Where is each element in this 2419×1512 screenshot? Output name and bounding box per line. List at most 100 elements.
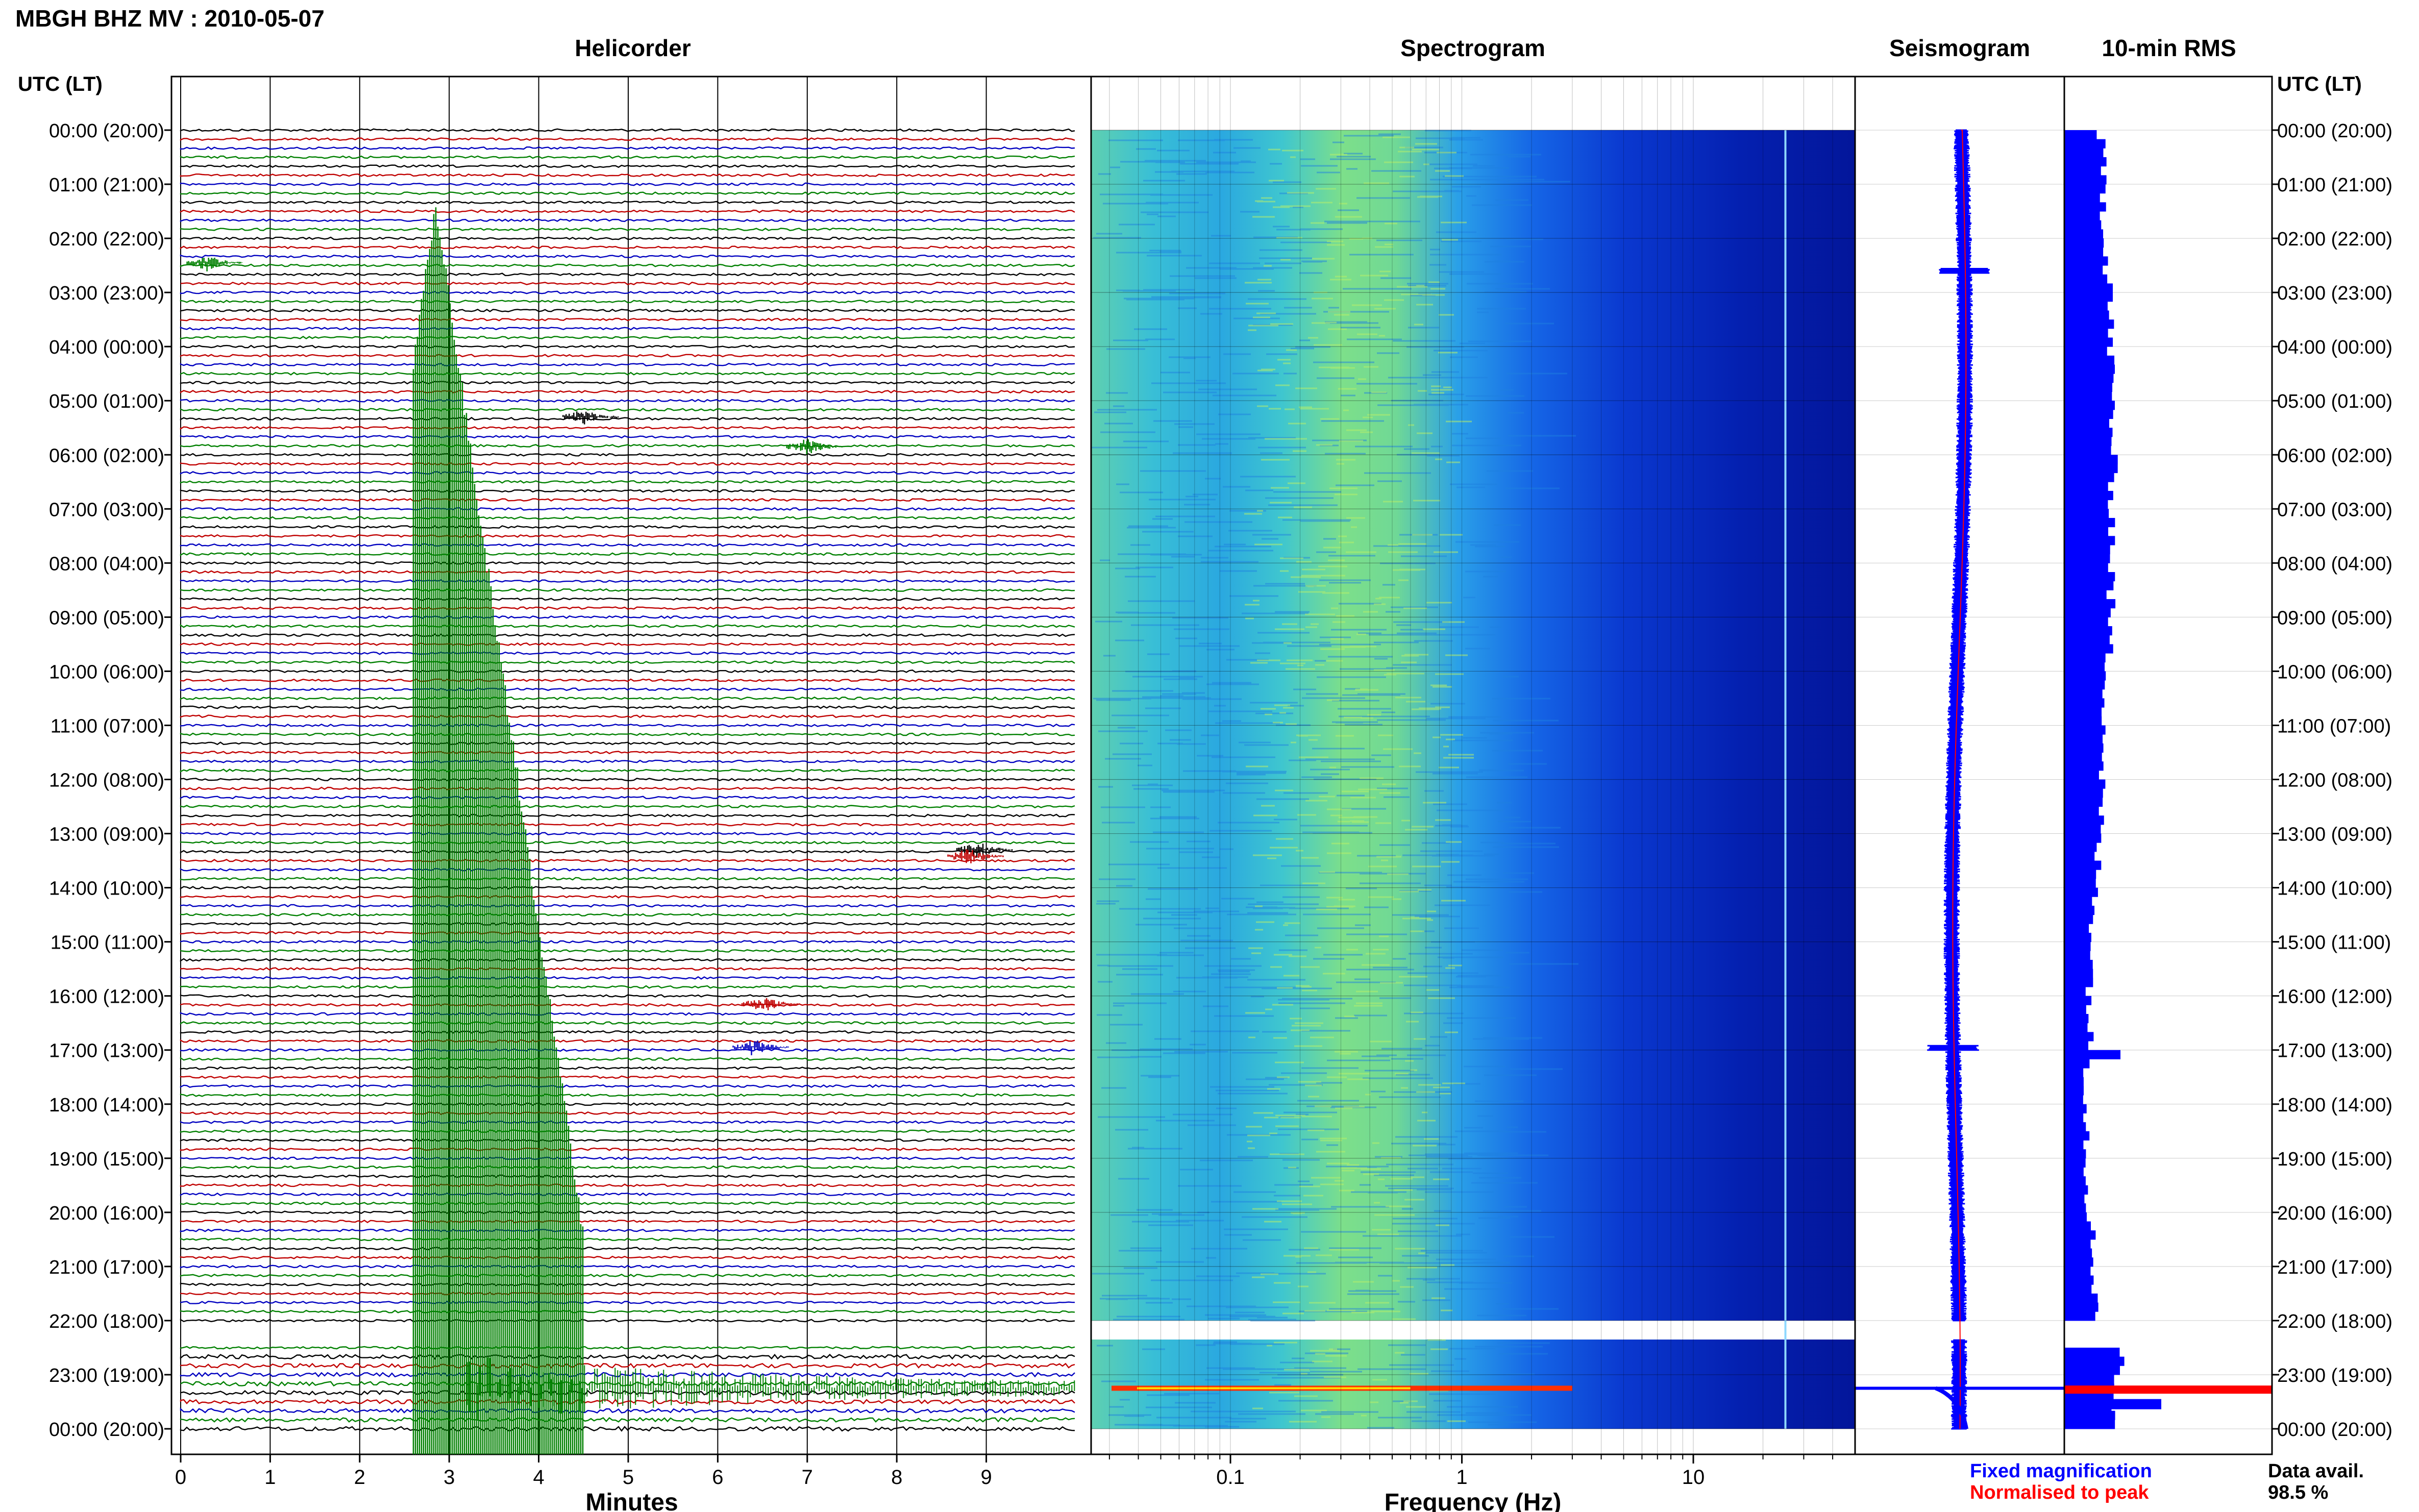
rms-bar — [2064, 283, 2113, 293]
helicorder-trace — [180, 191, 1075, 195]
helicorder-tick-label: 1 — [264, 1466, 276, 1489]
rms-bar — [2064, 1266, 2091, 1276]
rms-bar — [2064, 490, 2113, 501]
rms-bar — [2064, 806, 2099, 816]
helicorder-tick-label: 2 — [354, 1466, 365, 1489]
rms-bar — [2064, 1014, 2089, 1024]
helicorder-trace — [180, 913, 1075, 917]
helicorder-trace — [180, 300, 1075, 304]
helicorder-trace — [180, 696, 1075, 701]
rms-bar — [2064, 788, 2103, 798]
rms-bar — [2064, 265, 2103, 275]
rms-bar — [2064, 617, 2108, 627]
time-label-right: 06:00 (02:00) — [2277, 445, 2392, 466]
rms-bar — [2064, 337, 2113, 347]
seismogram-title: Seismogram — [1889, 35, 2030, 61]
helicorder-trace — [180, 1084, 1075, 1088]
time-label-right: 17:00 (13:00) — [2277, 1040, 2392, 1062]
rms-bar — [2064, 238, 2104, 248]
time-label-right: 02:00 (22:00) — [2277, 229, 2392, 250]
helicorder-trace — [180, 1220, 1075, 1224]
rms-bar — [2064, 1005, 2086, 1014]
rms-bar — [2064, 626, 2112, 636]
time-label-right: 03:00 (23:00) — [2277, 283, 2392, 304]
helicorder-trace — [180, 344, 1075, 349]
helicorder-trace — [180, 705, 1075, 709]
helicorder-trace — [180, 471, 1075, 475]
rms-bar — [2064, 536, 2115, 546]
rms-bar — [2064, 905, 2095, 915]
helicorder-trace — [180, 940, 1075, 944]
time-label-left: 07:00 (03:00) — [49, 499, 164, 520]
helicorder-trace — [180, 895, 1075, 899]
rms-bar — [2064, 202, 2106, 212]
spectrogram-event-core — [1137, 1387, 1411, 1390]
helicorder-trace — [180, 1282, 1075, 1286]
helicorder-trace — [180, 371, 1075, 376]
helicorder-trace — [180, 1192, 1075, 1197]
rms-bar — [2064, 175, 2107, 185]
rms-bar — [2064, 563, 2108, 573]
rms-bar — [2064, 319, 2114, 329]
rms-bar — [2064, 707, 2102, 717]
helicorder-trace — [180, 633, 1075, 637]
helicorder-trace — [180, 840, 1075, 845]
rms-bar — [2064, 418, 2109, 428]
rms-bar — [2064, 256, 2108, 266]
helicorder-trace — [180, 579, 1075, 583]
rms-bar — [2064, 761, 2104, 771]
helicorder-trace — [180, 1003, 1075, 1007]
time-label-right: 19:00 (15:00) — [2277, 1149, 2392, 1170]
helicorder-trace — [180, 1201, 1075, 1205]
rms-bar — [2064, 1221, 2091, 1231]
helicorder-trace — [180, 1372, 1075, 1378]
helicorder-trace — [180, 516, 1075, 520]
rms-bar — [2064, 599, 2116, 609]
time-label-left: 15:00 (11:00) — [51, 932, 164, 954]
helicorder-trace — [180, 443, 1075, 448]
rms-bar — [2064, 969, 2093, 978]
time-label-left: 03:00 (23:00) — [49, 283, 164, 304]
rms-bar — [2064, 1086, 2084, 1096]
helicorder-trace — [180, 164, 1075, 168]
helicorder-trace — [180, 1247, 1075, 1250]
time-label-right: 21:00 (17:00) — [2277, 1257, 2392, 1278]
helicorder-trace — [180, 678, 1075, 682]
rms-bar — [2064, 310, 2109, 320]
helicorder-trace — [180, 606, 1075, 610]
spectrogram-image-lower — [1091, 1340, 1855, 1429]
helicorder-trace — [180, 886, 1075, 890]
helicorder-trace — [180, 1362, 1075, 1369]
helicorder-trace — [180, 588, 1075, 592]
time-label-left: 13:00 (09:00) — [49, 824, 164, 846]
rms-bar — [2064, 1194, 2085, 1204]
rms-bar — [2064, 635, 2110, 645]
rms-bar — [2064, 211, 2100, 221]
rms-bar — [2064, 1104, 2087, 1113]
rms-bar — [2064, 301, 2108, 311]
helicorder-tick-label: 5 — [623, 1466, 634, 1489]
time-label-left: 11:00 (07:00) — [51, 715, 164, 737]
rms-bar — [2064, 1203, 2086, 1213]
helicorder-trace — [180, 336, 1075, 340]
rms-bar — [2064, 1050, 2120, 1059]
rms-bar — [2064, 986, 2086, 997]
helicorder-trace — [180, 624, 1075, 628]
helicorder-trace — [180, 850, 1075, 854]
time-label-right: 15:00 (11:00) — [2277, 932, 2391, 954]
helicorder-event-coda — [466, 1357, 1075, 1421]
helicorder-trace — [180, 985, 1075, 989]
helicorder-tick-label: 3 — [443, 1466, 455, 1489]
rms-bar — [2064, 1248, 2092, 1258]
rms-bar — [2064, 878, 2096, 888]
spectrogram-title: Spectrogram — [1400, 35, 1545, 61]
helicorder-trace — [180, 877, 1075, 881]
spectrogram-tick-label: 0.1 — [1216, 1466, 1245, 1489]
rms-frame — [2063, 76, 2273, 1455]
helicorder-trace — [180, 416, 1075, 421]
rms-bar — [2064, 247, 2104, 257]
rms-bar — [2064, 184, 2106, 194]
seismogram-event-shape — [1935, 1386, 1968, 1430]
data-availability-label: Data avail. — [2268, 1460, 2364, 1482]
